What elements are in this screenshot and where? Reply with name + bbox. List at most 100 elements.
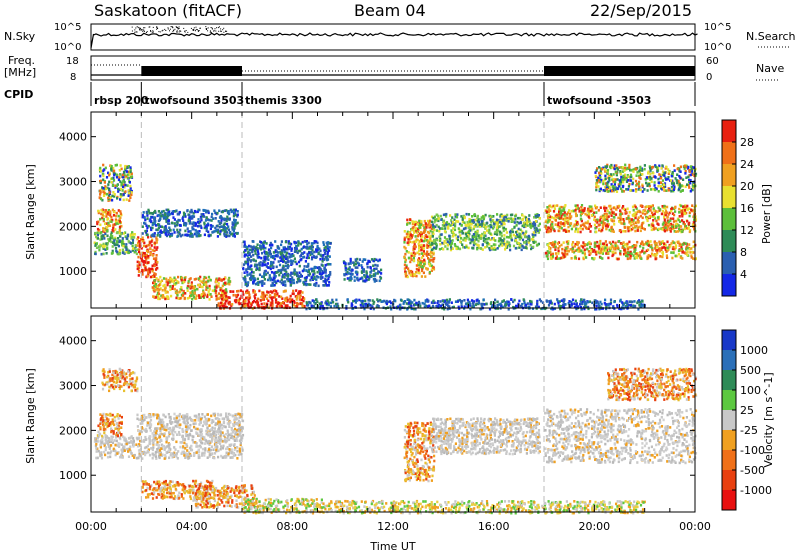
data-cell xyxy=(688,230,691,234)
data-cell xyxy=(432,252,435,256)
data-cell xyxy=(179,223,182,227)
data-cell xyxy=(272,296,275,299)
data-cell xyxy=(153,221,156,224)
data-cell xyxy=(104,232,107,235)
data-cell xyxy=(522,298,525,301)
data-cell xyxy=(148,247,152,251)
data-cell xyxy=(259,248,262,251)
data-cell xyxy=(251,300,255,304)
data-cell xyxy=(113,169,116,173)
data-cell xyxy=(559,304,562,308)
data-cell xyxy=(274,249,277,252)
data-cell xyxy=(163,229,166,232)
data-cell xyxy=(200,293,203,296)
data-cell xyxy=(166,222,170,225)
data-cell xyxy=(460,299,464,303)
data-cell xyxy=(283,255,286,258)
data-cell xyxy=(624,230,627,233)
data-cell xyxy=(606,225,610,228)
data-cell xyxy=(127,189,130,192)
data-cell xyxy=(139,252,142,256)
data-cell xyxy=(573,245,576,248)
data-cell xyxy=(246,289,249,292)
nsky-dot xyxy=(195,28,197,30)
data-cell xyxy=(126,173,129,176)
data-cell xyxy=(424,275,427,278)
data-cell xyxy=(389,305,392,308)
data-cell xyxy=(354,301,357,304)
data-cell xyxy=(202,208,205,212)
data-cell xyxy=(419,261,422,265)
data-cell xyxy=(565,213,569,216)
data-cell xyxy=(172,210,175,213)
data-cell xyxy=(419,265,422,268)
data-cell xyxy=(432,232,435,236)
data-cell xyxy=(472,305,475,308)
data-cell xyxy=(522,224,525,227)
data-cell xyxy=(110,240,113,244)
data-cell xyxy=(365,302,368,306)
data-cell xyxy=(555,215,558,219)
data-cell xyxy=(353,275,356,279)
data-cell xyxy=(594,226,597,230)
nsky-dot xyxy=(218,26,220,28)
data-cell xyxy=(138,250,141,254)
data-cell xyxy=(426,246,429,249)
data-cell xyxy=(173,279,176,283)
data-cell xyxy=(373,280,376,283)
data-cell xyxy=(639,245,642,248)
data-cell xyxy=(234,231,237,235)
data-cell xyxy=(524,225,527,228)
data-cell xyxy=(423,236,427,240)
data-cell xyxy=(217,231,220,234)
data-cell xyxy=(215,224,218,228)
nsky-dot xyxy=(140,28,141,30)
data-cell xyxy=(514,237,517,240)
data-cell xyxy=(223,304,226,308)
data-cell xyxy=(157,231,160,235)
data-cell xyxy=(442,247,445,251)
data-cell xyxy=(666,240,669,244)
data-cell xyxy=(247,299,250,302)
data-cell xyxy=(525,218,528,221)
data-cell xyxy=(197,277,200,280)
data-cell xyxy=(191,290,194,294)
data-cell xyxy=(372,302,375,305)
data-cell xyxy=(217,304,220,307)
data-cell xyxy=(130,191,133,194)
data-cell xyxy=(677,249,681,252)
data-cell xyxy=(515,304,518,308)
data-cell xyxy=(226,222,229,226)
data-cell xyxy=(324,245,327,249)
data-cell xyxy=(303,297,306,301)
data-cell xyxy=(517,227,520,231)
data-cell xyxy=(254,252,257,255)
data-cell xyxy=(184,229,187,233)
data-cell xyxy=(216,235,219,238)
data-cell xyxy=(215,228,218,232)
data-cell xyxy=(179,234,182,238)
data-cell xyxy=(609,302,612,306)
data-cell xyxy=(208,218,211,222)
data-cell xyxy=(459,234,462,237)
data-cell xyxy=(367,278,370,281)
data-cell xyxy=(262,259,265,263)
data-cell xyxy=(630,218,633,221)
data-cell xyxy=(417,263,420,267)
data-cell xyxy=(183,213,186,217)
data-cell xyxy=(282,280,285,284)
data-cell xyxy=(153,263,156,266)
data-cell xyxy=(639,303,642,306)
data-cell xyxy=(120,183,123,186)
data-cell xyxy=(411,272,414,276)
data-cell xyxy=(476,216,479,219)
data-cell xyxy=(472,233,475,236)
data-cell xyxy=(273,271,276,275)
data-cell xyxy=(171,212,174,216)
data-cell xyxy=(432,299,435,303)
data-cell xyxy=(409,273,412,277)
data-cell xyxy=(442,213,445,217)
data-cell xyxy=(138,270,141,274)
data-cell xyxy=(148,211,151,215)
data-cell xyxy=(267,299,270,303)
